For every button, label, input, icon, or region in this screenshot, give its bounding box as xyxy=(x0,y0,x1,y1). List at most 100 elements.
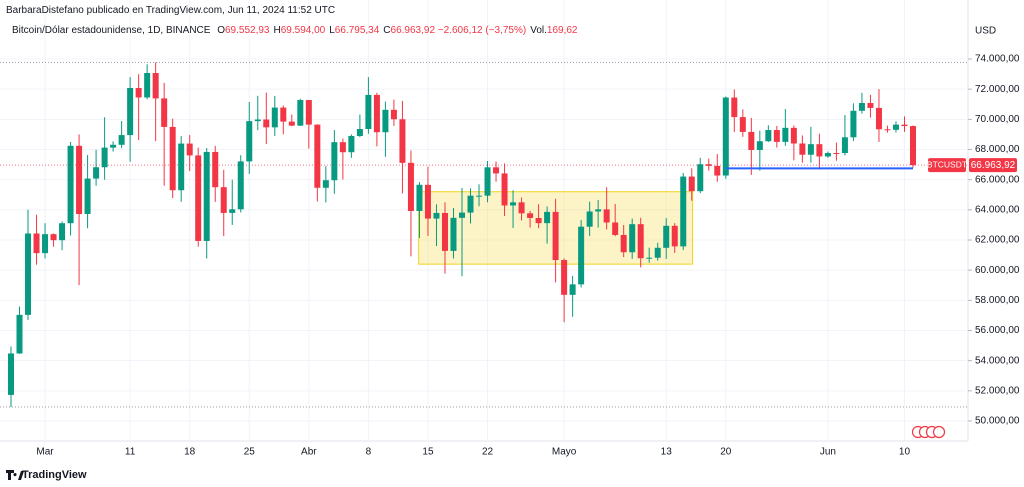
candle-body xyxy=(424,184,431,219)
candle-body xyxy=(646,257,653,259)
candle-body xyxy=(356,128,363,136)
candle-body xyxy=(373,94,380,133)
candle-body xyxy=(220,187,227,213)
x-tick-label: 25 xyxy=(244,447,256,458)
y-tick-label: 52.000,00 xyxy=(975,385,1020,396)
candle-body xyxy=(246,121,253,162)
candle-body xyxy=(569,284,576,295)
candle-body xyxy=(42,234,49,254)
candle-body xyxy=(799,143,806,155)
candle-body xyxy=(305,100,312,125)
candle-body xyxy=(84,178,91,214)
x-tick-label: 10 xyxy=(899,447,911,458)
candle-body xyxy=(578,226,585,285)
legend-value: 69.552,93 xyxy=(225,25,270,36)
candle-body xyxy=(59,223,66,241)
candle-body xyxy=(212,151,219,188)
candle-body xyxy=(433,212,440,219)
brand-logo xyxy=(6,470,24,480)
candle-body xyxy=(518,202,525,214)
x-tick-label: 13 xyxy=(661,447,673,458)
candle-body xyxy=(561,260,568,295)
candle-body xyxy=(595,209,602,212)
candle-body xyxy=(901,124,908,127)
candle-body xyxy=(671,225,678,247)
candle-body xyxy=(510,202,517,206)
candle-body xyxy=(527,213,534,218)
candle-body xyxy=(858,103,865,111)
x-tick-label: 20 xyxy=(720,447,732,458)
candle-body xyxy=(25,233,32,315)
candle-body xyxy=(407,162,414,211)
candle-body xyxy=(748,131,755,150)
event-icon xyxy=(932,425,946,439)
x-tick-label: 22 xyxy=(482,447,494,458)
x-tick-label: 18 xyxy=(184,447,196,458)
candle-body xyxy=(8,353,14,395)
candle-body xyxy=(203,151,210,241)
x-tick-label: 15 xyxy=(422,447,434,458)
candle-body xyxy=(620,234,627,253)
symbol-name: Bitcoin/Dólar estadounidense, 1D, BINANC… xyxy=(12,25,211,36)
legend-key: C xyxy=(383,25,391,36)
candle-body xyxy=(816,144,823,157)
candle-body xyxy=(629,224,636,253)
candle-body xyxy=(339,142,346,153)
legend-key: L xyxy=(329,25,335,36)
candle-body xyxy=(476,195,483,197)
last-price-label: 66.963,92 xyxy=(971,160,1016,171)
candle-body xyxy=(833,153,840,155)
candle-body xyxy=(867,103,874,108)
candle-body xyxy=(322,180,329,188)
x-tick-label: 8 xyxy=(366,447,372,458)
candle-body xyxy=(297,100,304,126)
x-tick-label: Jun xyxy=(820,447,836,458)
legend: Bitcoin/Dólar estadounidense, 1D, BINANC… xyxy=(12,25,578,36)
legend-value: 69.594,00 xyxy=(280,25,326,36)
candle-body xyxy=(33,233,40,254)
y-tick-label: 54.000,00 xyxy=(975,355,1020,366)
candle-body xyxy=(399,119,406,163)
candle-body xyxy=(459,212,465,218)
candle-body xyxy=(663,225,670,248)
candle-body xyxy=(416,184,423,211)
candle-body xyxy=(314,124,321,188)
candle-body xyxy=(552,211,559,261)
last-price-bg xyxy=(969,158,1017,173)
candle-body xyxy=(135,87,142,98)
symbol-tag: BTCUSDT xyxy=(927,159,967,169)
candle-body xyxy=(161,98,168,127)
candle-body xyxy=(365,94,372,129)
candle-body xyxy=(390,109,397,120)
candle-body xyxy=(93,167,100,179)
x-tick-label: 11 xyxy=(125,447,136,458)
candle-body xyxy=(288,121,295,126)
x-tick-label: Abr xyxy=(301,447,317,458)
footer-brand: TradingView xyxy=(22,469,87,481)
candle-body xyxy=(714,165,721,176)
candle-body xyxy=(76,145,83,214)
candle-body xyxy=(773,130,780,142)
currency-label: USD xyxy=(975,26,996,37)
x-tick-label: Mar xyxy=(36,447,54,458)
y-tick-label: 60.000,00 xyxy=(975,265,1020,276)
candle-body xyxy=(331,142,338,181)
candle-body xyxy=(824,153,831,157)
candle-body xyxy=(790,127,797,144)
candle-body xyxy=(229,209,236,213)
candle-body xyxy=(765,130,772,142)
candle-body xyxy=(910,126,916,166)
candle-body xyxy=(178,143,185,191)
candle-body xyxy=(16,314,23,354)
legend-key: O xyxy=(217,25,225,36)
y-tick-label: 70.000,00 xyxy=(975,114,1020,125)
candle-body xyxy=(782,127,789,142)
y-tick-label: 58.000,00 xyxy=(975,295,1020,306)
candle-body xyxy=(680,176,687,247)
candle-body xyxy=(144,73,151,98)
candle-body xyxy=(688,176,695,192)
candle-body xyxy=(535,217,542,224)
candle-body xyxy=(654,247,661,258)
candle-body xyxy=(382,109,389,133)
